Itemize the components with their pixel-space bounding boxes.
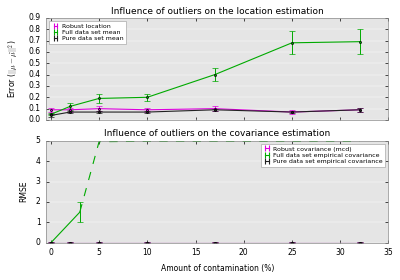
Y-axis label: RMSE: RMSE — [20, 181, 29, 202]
Title: Influence of outliers on the covariance estimation: Influence of outliers on the covariance … — [104, 129, 330, 139]
Y-axis label: Error ($||\mu-\hat{\mu}||^2$): Error ($||\mu-\hat{\mu}||^2$) — [7, 40, 21, 98]
Legend: Robust covariance (mcd), Full data set empirical covariance, Pure data set empir: Robust covariance (mcd), Full data set e… — [261, 144, 385, 167]
Title: Influence of outliers on the location estimation: Influence of outliers on the location es… — [111, 7, 324, 16]
X-axis label: Amount of contamination (%): Amount of contamination (%) — [160, 264, 274, 273]
Legend: Robust location, Full data set mean, Pure data set mean: Robust location, Full data set mean, Pur… — [49, 21, 126, 44]
